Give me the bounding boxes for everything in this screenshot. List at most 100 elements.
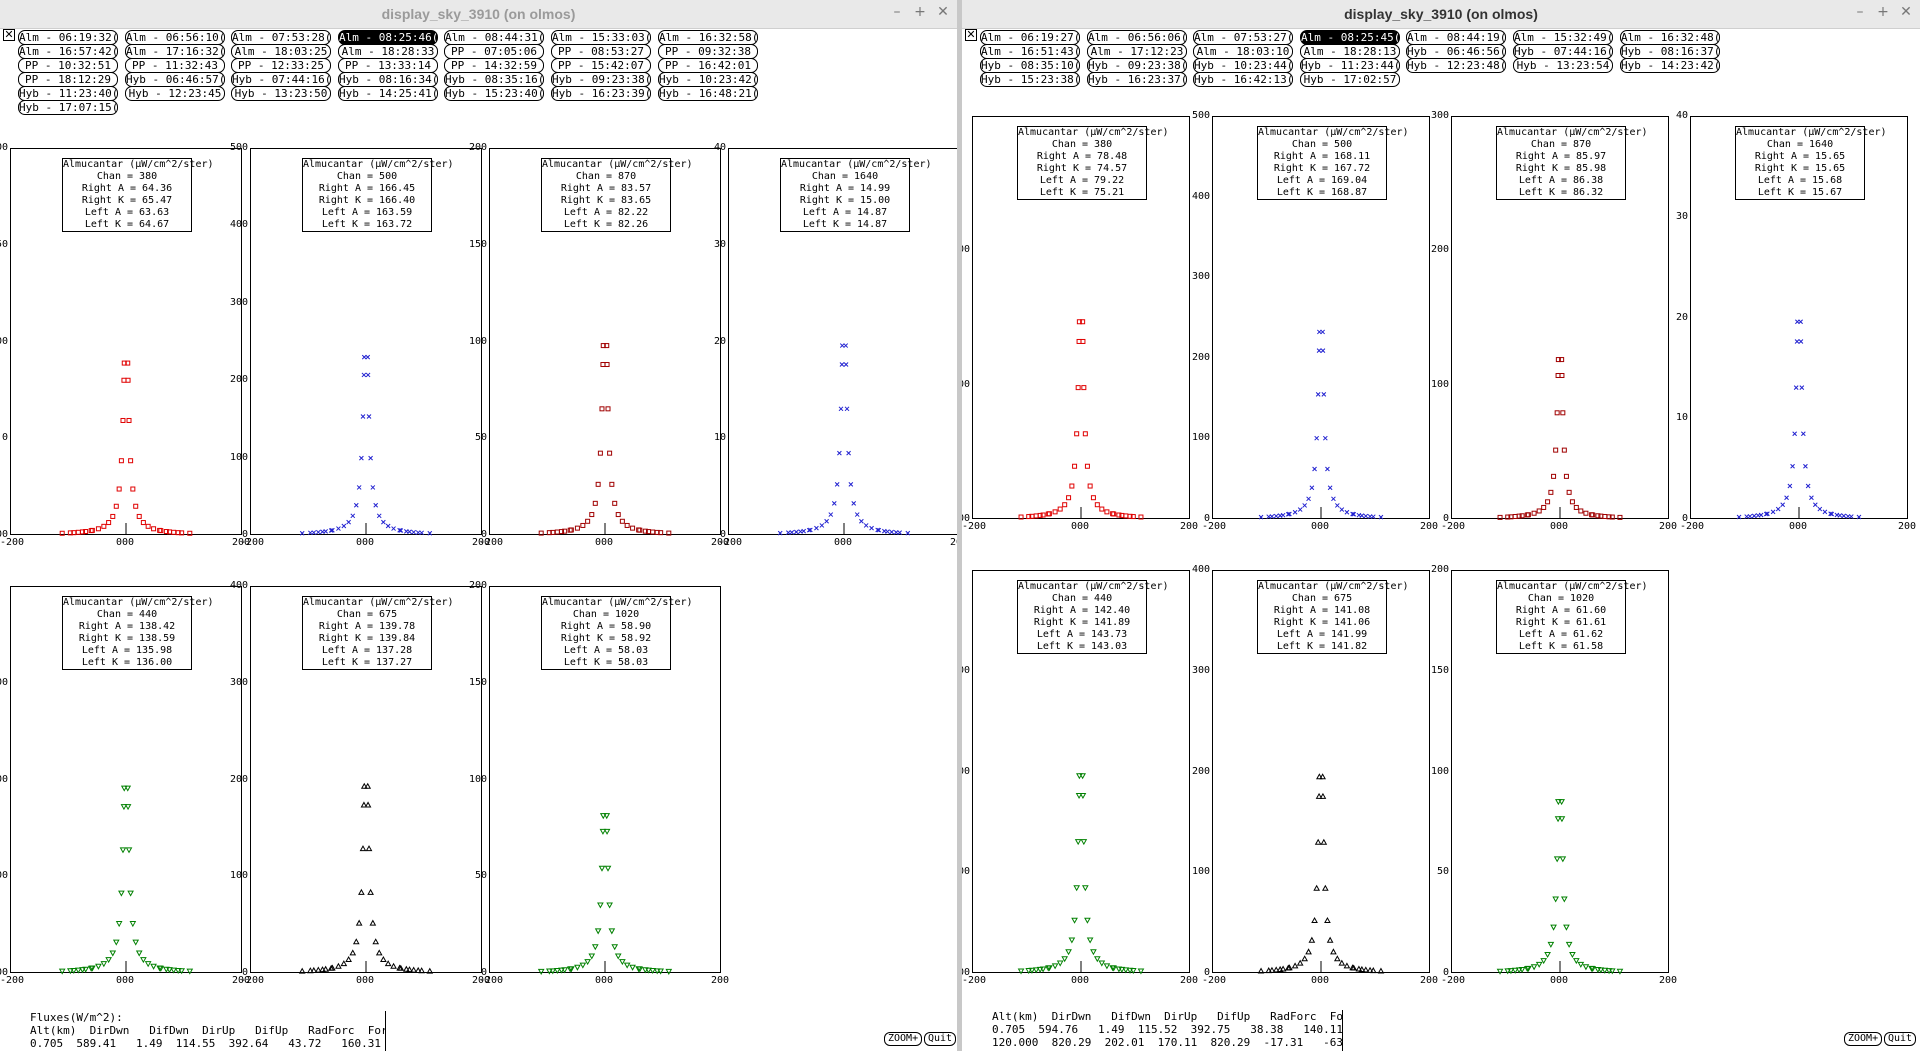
- window-right: display_sky_3910 (on olmos) – + ✕ ✕ Alm - 06:…: [962, 0, 1920, 1051]
- dataset-button[interactable]: Hyb - 14:23:42(in): [1620, 58, 1720, 73]
- dataset-button[interactable]: Hyb - 12:23:45: [125, 86, 225, 101]
- dataset-button[interactable]: Alm - 16:57:42(in): [18, 44, 118, 59]
- dataset-button[interactable]: Alm - 16:51:43(in): [980, 44, 1080, 59]
- data-point: [1790, 463, 1795, 469]
- data-point: [1507, 968, 1515, 975]
- dataset-button[interactable]: Hyb - 14:25:41(in): [338, 86, 438, 101]
- dataset-button[interactable]: PP - 16:42:01: [658, 58, 758, 73]
- minimize-icon[interactable]: –: [1856, 4, 1864, 20]
- dataset-button[interactable]: PP - 18:12:29: [18, 72, 118, 87]
- dataset-button[interactable]: PP - 07:05:06: [444, 44, 544, 59]
- dataset-button[interactable]: Alm - 15:33:03(in): [551, 30, 651, 45]
- data-point: [1775, 506, 1781, 512]
- zoom-button[interactable]: ZOOM+: [884, 1032, 923, 1046]
- dataset-button[interactable]: Alm - 18:28:13: [1300, 44, 1400, 59]
- dataset-button[interactable]: Alm - 16:32:48(in): [1620, 30, 1720, 45]
- dataset-button[interactable]: PP - 09:32:38: [658, 44, 758, 59]
- dataset-button[interactable]: Hyb - 16:23:37(in): [1087, 72, 1187, 87]
- legend-left-k: Left K = 163.72: [303, 219, 431, 231]
- data-point: [427, 530, 433, 536]
- dataset-button[interactable]: Alm - 08:44:31(in): [444, 30, 544, 45]
- dataset-button[interactable]: Alm - 06:19:32(in): [18, 30, 118, 45]
- y-tick-label: 40: [1675, 110, 1688, 121]
- dataset-button[interactable]: Hyb - 08:35:16(in): [444, 72, 544, 87]
- dataset-button[interactable]: Hyb - 13:23:54: [1513, 58, 1613, 73]
- legend-right-a: Right A = 142.40: [1018, 605, 1146, 617]
- dataset-button[interactable]: Hyb - 11:23:44(in): [1300, 58, 1400, 73]
- dataset-button[interactable]: Hyb - 17:02:57: [1300, 72, 1400, 87]
- quit-button[interactable]: Quit: [924, 1032, 957, 1046]
- x-tick-label: 000: [1311, 975, 1330, 986]
- dataset-button[interactable]: Hyb - 08:16:34(in): [338, 72, 438, 87]
- data-point: [1334, 503, 1340, 508]
- x-tick-label: 000: [1789, 521, 1808, 532]
- data-point: [166, 967, 173, 974]
- corner-close-icon[interactable]: ✕: [965, 28, 977, 41]
- dataset-button[interactable]: Hyb - 06:46:57(in): [125, 72, 225, 87]
- legend-title: Almucantar (µW/cm^2/ster): [781, 159, 932, 170]
- dataset-button[interactable]: PP - 15:42:07: [551, 58, 651, 73]
- dataset-button[interactable]: Alm - 07:53:28(in): [231, 30, 331, 45]
- dataset-button[interactable]: Alm - 17:12:23: [1087, 44, 1187, 59]
- dataset-button[interactable]: Hyb - 09:23:38(in): [1087, 58, 1187, 73]
- dataset-button[interactable]: Alm - 08:25:46(in): [338, 30, 438, 45]
- dataset-button[interactable]: Hyb - 16:23:39(in): [551, 86, 651, 101]
- dataset-button[interactable]: Hyb - 07:44:16(in): [231, 72, 331, 87]
- zoom-button[interactable]: ZOOM+: [1844, 1032, 1883, 1046]
- close-icon[interactable]: ✕: [937, 4, 949, 20]
- dataset-button[interactable]: Hyb - 06:46:56(in): [1406, 44, 1506, 59]
- dataset-button[interactable]: Hyb - 17:07:15(in): [18, 100, 118, 115]
- title-bar[interactable]: display_sky_3910 (on olmos) – + ✕: [0, 0, 957, 29]
- maximize-icon[interactable]: +: [1877, 4, 1889, 20]
- corner-close-icon[interactable]: ✕: [3, 28, 15, 41]
- dataset-button[interactable]: Hyb - 07:44:16(in): [1513, 44, 1613, 59]
- dataset-button[interactable]: Alm - 06:56:10(in): [125, 30, 225, 45]
- legend-key: Right K =: [318, 633, 380, 644]
- dataset-button[interactable]: Hyb - 11:23:40(in): [18, 86, 118, 101]
- dataset-button[interactable]: Hyb - 10:23:44(in): [1193, 58, 1293, 73]
- dataset-button[interactable]: PP - 10:32:51: [18, 58, 118, 73]
- dataset-button[interactable]: PP - 14:32:59: [444, 58, 544, 73]
- dataset-button[interactable]: Hyb - 08:16:37(in): [1620, 44, 1720, 59]
- minimize-icon[interactable]: –: [893, 4, 901, 20]
- dataset-button[interactable]: PP - 11:32:43: [125, 58, 225, 73]
- dataset-button[interactable]: Alm - 18:03:25: [231, 44, 331, 59]
- plot-legend: Almucantar (µW/cm^2/ster) Chan = 1640 Righ…: [780, 158, 932, 232]
- data-point: [105, 957, 112, 964]
- legend-title: Almucantar (µW/cm^2/ster): [542, 597, 693, 608]
- dataset-button[interactable]: Hyb - 09:23:38(in): [551, 72, 651, 87]
- dataset-button[interactable]: Hyb - 16:42:13(in): [1193, 72, 1293, 87]
- close-icon[interactable]: ✕: [1900, 4, 1912, 20]
- data-point: [588, 953, 596, 960]
- data-point: [538, 530, 544, 536]
- dataset-button[interactable]: Hyb - 10:23:42(in): [658, 72, 758, 87]
- maximize-icon[interactable]: +: [914, 4, 926, 20]
- dataset-button[interactable]: Alm - 08:25:45(in): [1300, 30, 1400, 45]
- dataset-button[interactable]: Hyb - 13:23:50: [231, 86, 331, 101]
- dataset-button[interactable]: Alm - 18:03:10: [1193, 44, 1293, 59]
- dataset-button[interactable]: Alm - 18:28:33: [338, 44, 438, 59]
- dataset-button[interactable]: PP - 08:53:27: [551, 44, 651, 59]
- dataset-button[interactable]: Alm - 16:32:58(in): [658, 30, 758, 45]
- data-point: [636, 966, 644, 973]
- dataset-button[interactable]: Hyb - 08:35:10(in): [980, 58, 1080, 73]
- dataset-button[interactable]: Hyb - 15:23:40(in): [444, 86, 544, 101]
- dataset-button[interactable]: PP - 12:33:25: [231, 58, 331, 73]
- dataset-button[interactable]: Hyb - 15:23:38(in): [980, 72, 1080, 87]
- dataset-button[interactable]: Alm - 07:53:27(in): [1193, 30, 1293, 45]
- legend-value: 61.62: [1573, 629, 1604, 640]
- legend-left-k: Left K = 64.67: [63, 219, 191, 231]
- y-tick-label: 00: [962, 765, 970, 777]
- dataset-button[interactable]: Alm - 08:44:19(in): [1406, 30, 1506, 45]
- dataset-button[interactable]: Hyb - 12:23:48(in): [1406, 58, 1506, 73]
- title-bar[interactable]: display_sky_3910 (on olmos) – + ✕: [962, 0, 1920, 29]
- dataset-button[interactable]: Alm - 06:19:27(in): [980, 30, 1080, 45]
- dataset-button[interactable]: Alm - 06:56:06(in): [1087, 30, 1187, 45]
- dataset-button[interactable]: Alm - 15:32:49(in): [1513, 30, 1613, 45]
- dataset-button[interactable]: Alm - 17:16:32(in): [125, 44, 225, 59]
- quit-button[interactable]: Quit: [1884, 1032, 1917, 1046]
- dataset-button[interactable]: PP - 13:33:14: [338, 58, 438, 73]
- legend-left-a: Left A = 14.87: [781, 207, 909, 219]
- data-point: [359, 455, 364, 461]
- dataset-button[interactable]: Hyb - 16:48:21(in): [658, 86, 758, 101]
